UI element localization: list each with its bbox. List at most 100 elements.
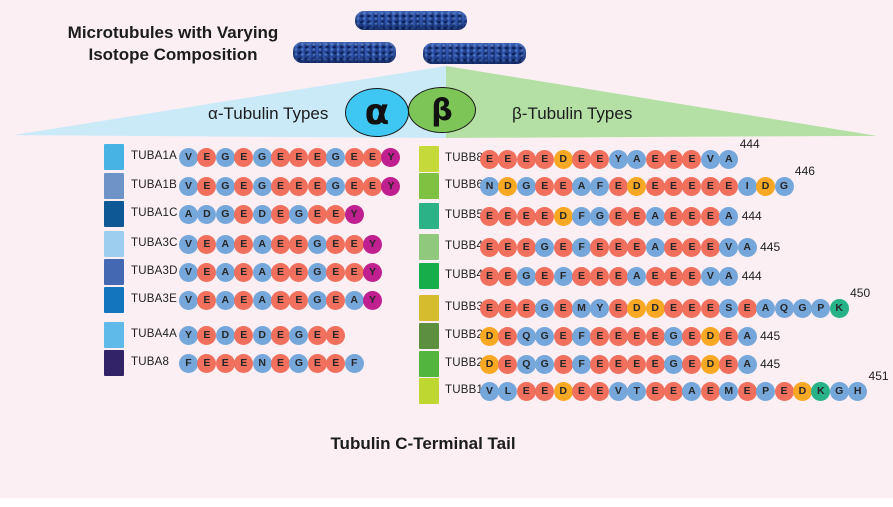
residue-circle: F [179, 353, 198, 373]
residue-circle: E [664, 237, 684, 257]
residue-circle: E [344, 262, 364, 282]
residue-circle: F [572, 206, 592, 226]
residue-circle: E [627, 237, 647, 257]
isotype-color-swatch [104, 231, 124, 257]
residue-circle: E [608, 237, 628, 257]
figure-title: Microtubules with Varying Isotope Compos… [57, 22, 289, 66]
residue-circle: G [215, 147, 235, 167]
residue-circle: G [307, 290, 327, 310]
residue-circle: E [590, 354, 610, 374]
isotype-label: TUBA1A [131, 150, 177, 162]
residue-circle: E [645, 326, 665, 346]
residue-circle: E [307, 353, 327, 373]
residue-circle: E [480, 206, 499, 226]
microtubule-graphic [355, 11, 467, 30]
alpha-symbol-glyph: α [364, 92, 390, 133]
residue-circle: G [252, 147, 272, 167]
residue-circle: E [289, 234, 309, 254]
residue-circle: Y [381, 176, 401, 196]
residue-number-label: 444 [739, 137, 760, 151]
isotype-color-swatch [104, 173, 124, 199]
residue-circle: D [480, 326, 499, 346]
residue-circle: E [197, 234, 217, 254]
residue-circle: E [197, 176, 217, 196]
residue-circle: E [590, 237, 610, 257]
residue-circle: E [234, 147, 254, 167]
residue-circle: E [234, 353, 254, 373]
residue-circle: Q [774, 298, 794, 318]
residue-circle: E [197, 262, 217, 282]
residue-circle: E [516, 206, 536, 226]
residue-circle: G [774, 176, 794, 196]
isotype-color-swatch [419, 173, 439, 199]
isotype-color-swatch [419, 203, 439, 229]
residue-circle: E [719, 176, 739, 196]
residue-circle: A [179, 204, 198, 224]
residue-circle: E [682, 326, 702, 346]
residue-circle: E [664, 206, 684, 226]
residue-circle: Q [516, 354, 536, 374]
residue-circle: G [792, 298, 812, 318]
residue-circle: V [719, 237, 739, 257]
residue-circle: E [664, 381, 684, 401]
residue-circle: A [572, 176, 592, 196]
residue-circle: D [627, 176, 647, 196]
residue-circle: E [553, 237, 573, 257]
residue-circle: G [289, 325, 309, 345]
residue-circle: Y [590, 298, 610, 318]
isotype-color-swatch [419, 323, 439, 349]
isotype-label: TUBB1 [445, 384, 484, 396]
residue-circle: E [289, 290, 309, 310]
residue-circle: E [480, 149, 499, 169]
residue-circle: E [197, 325, 217, 345]
bottom-margin-strip [0, 498, 893, 507]
residue-circle: E [682, 354, 702, 374]
residue-circle: F [344, 353, 364, 373]
residue-number-label: 445 [760, 329, 781, 343]
isotype-label: TUBB6 [445, 179, 484, 191]
residue-circle: E [271, 325, 291, 345]
isotype-label: TUBA3D [131, 265, 178, 277]
residue-circle: D [498, 176, 518, 196]
residue-circle: A [344, 290, 364, 310]
isotype-color-swatch [419, 146, 439, 172]
residue-circle: G [289, 204, 309, 224]
residue-circle: E [498, 298, 518, 318]
residue-number-label: 446 [794, 164, 815, 178]
residue-circle: G [664, 326, 684, 346]
residue-circle: G [535, 354, 555, 374]
residue-circle: E [516, 381, 536, 401]
residue-circle: N [252, 353, 272, 373]
residue-circle: E [197, 147, 217, 167]
residue-circle: G [326, 176, 346, 196]
alpha-subunit-symbol: α [345, 88, 409, 137]
residue-circle: G [516, 176, 536, 196]
residue-number-label: 444 [741, 269, 762, 283]
residue-circle: E [553, 354, 573, 374]
residue-circle: I [737, 176, 757, 196]
residue-circle: E [700, 176, 720, 196]
residue-circle: D [700, 326, 720, 346]
residue-circle: S [719, 298, 739, 318]
residue-circle: A [719, 266, 739, 286]
isotype-label: TUBA3E [131, 293, 177, 305]
residue-circle: E [608, 266, 628, 286]
residue-circle: E [608, 354, 628, 374]
residue-circle: E [516, 149, 536, 169]
residue-circle: E [645, 354, 665, 374]
isotype-label: TUBB2A [445, 357, 491, 369]
residue-circle: H [848, 381, 868, 401]
residue-circle: E [608, 326, 628, 346]
residue-circle: E [645, 176, 665, 196]
residue-sequence: N D G E E A F E D E E E E E I D G 446 [480, 164, 815, 196]
residue-sequence: E E E E D F G E E A E E E A 444 [480, 206, 762, 226]
residue-circle: D [627, 298, 647, 318]
residue-circle: E [627, 206, 647, 226]
residue-circle: E [719, 354, 739, 374]
residue-sequence: D E Q G E F E E E E G E D E A 445 [480, 354, 780, 374]
residue-circle: E [234, 204, 254, 224]
residue-circle: E [682, 176, 702, 196]
